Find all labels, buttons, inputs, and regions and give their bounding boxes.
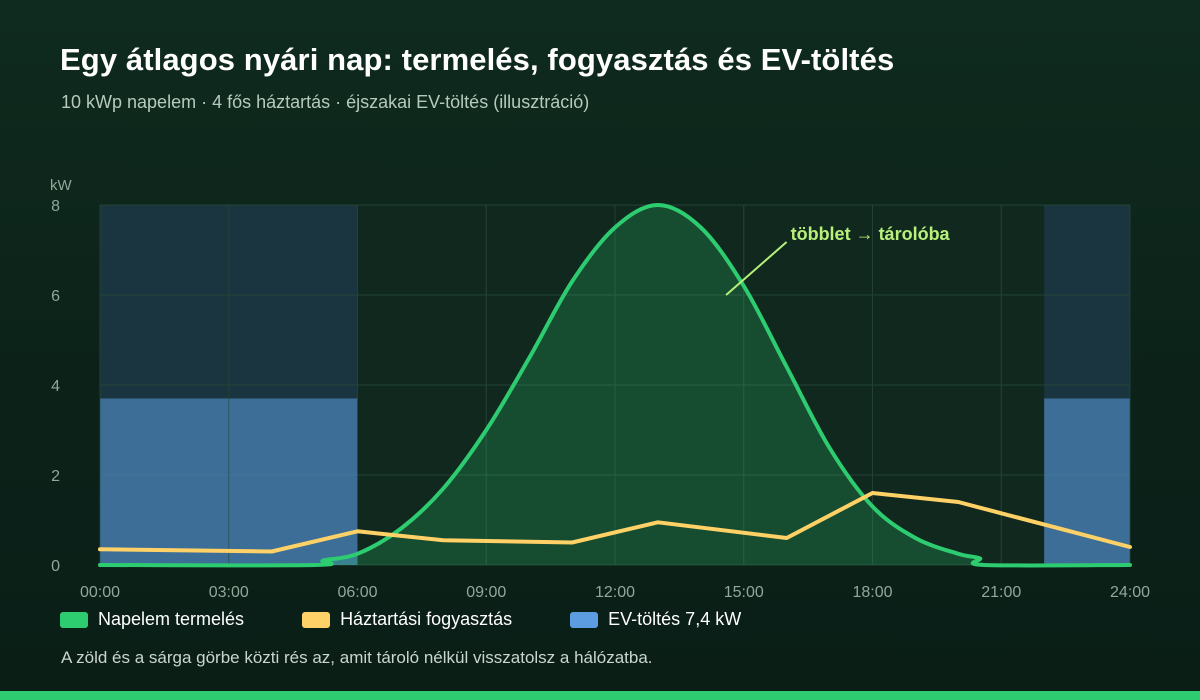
annotation-label: többlet → tárolóba bbox=[791, 224, 951, 244]
footnote: A zöld és a sárga görbe közti rés az, am… bbox=[61, 648, 653, 667]
solar-line bbox=[98, 203, 1132, 568]
legend-item-consumption: Háztartási fogyasztás bbox=[302, 609, 512, 630]
legend-label-ev: EV-töltés 7,4 kW bbox=[608, 609, 742, 629]
bottom-accent-bar bbox=[0, 691, 1200, 700]
legend-swatch-solar bbox=[60, 611, 88, 628]
legend-item-ev: EV-töltés 7,4 kW bbox=[570, 609, 741, 630]
ev-charging-bar-1 bbox=[1044, 398, 1130, 565]
x-tick-label-0: 00:00 bbox=[80, 584, 120, 601]
legend-label-consumption: Háztartási fogyasztás bbox=[340, 609, 513, 629]
chart-subtitle: 10 kWp napelem · 4 fős háztartás · éjsza… bbox=[61, 92, 590, 112]
chart-title: Egy átlagos nyári nap: termelés, fogyasz… bbox=[60, 42, 895, 77]
legend-swatch-ev bbox=[570, 611, 599, 628]
chart-svg: 0 2 4 6 8 00:00 03:00 06:00 09:00 12:00 15:00 18:00… bbox=[50, 177, 1150, 601]
y-axis-unit-label: kW bbox=[50, 177, 73, 194]
x-tick-label-5: 15:00 bbox=[724, 584, 764, 601]
y-tick-label-4: 8 bbox=[51, 198, 60, 215]
y-tick-label-1: 2 bbox=[51, 468, 60, 485]
x-tick-label-4: 12:00 bbox=[595, 584, 635, 601]
x-tick-label-6: 18:00 bbox=[852, 584, 892, 601]
consumption-line bbox=[98, 491, 1132, 554]
solar-area-fill bbox=[100, 205, 1130, 566]
legend: Napelem termelés Háztartási fogyasztás E… bbox=[60, 609, 741, 630]
legend-swatch-consumption bbox=[302, 611, 331, 628]
annotation-leader-line bbox=[725, 241, 788, 296]
x-tick-label-3: 09:00 bbox=[466, 584, 506, 601]
x-tick-label-8: 24:00 bbox=[1110, 584, 1150, 601]
x-tick-label-7: 21:00 bbox=[981, 584, 1021, 601]
y-tick-label-2: 4 bbox=[51, 378, 60, 395]
x-tick-label-1: 03:00 bbox=[209, 584, 249, 601]
y-tick-label-0: 0 bbox=[51, 558, 60, 575]
legend-item-solar: Napelem termelés bbox=[60, 609, 244, 630]
y-tick-label-3: 6 bbox=[51, 288, 60, 305]
legend-label-solar: Napelem termelés bbox=[98, 609, 245, 629]
x-tick-label-2: 06:00 bbox=[337, 584, 377, 601]
